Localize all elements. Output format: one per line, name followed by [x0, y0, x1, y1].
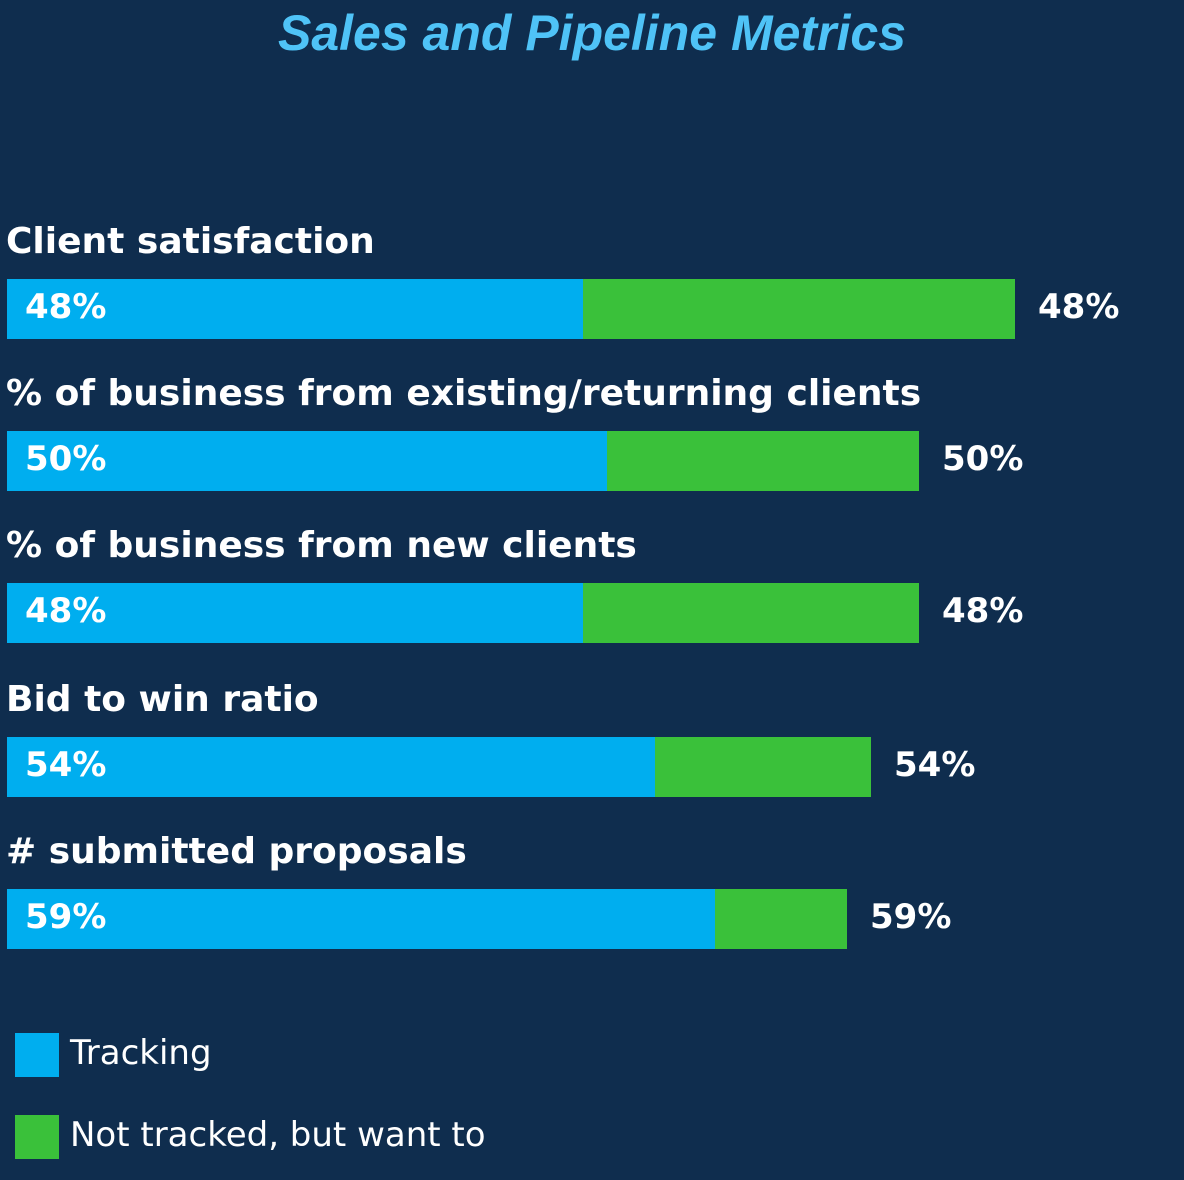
legend-label: Tracking — [70, 1033, 212, 1073]
data-label-tracking: 59% — [25, 897, 107, 937]
bar-not-tracked — [715, 889, 847, 949]
data-label-tracking: 50% — [25, 439, 107, 479]
data-label-not-tracked: 50% — [942, 439, 1024, 479]
chart-title: Sales and Pipeline Metrics — [277, 5, 907, 61]
category-label: % of business from new clients — [6, 525, 637, 566]
legend-swatch-tracking — [15, 1033, 59, 1077]
bar-not-tracked — [655, 737, 871, 797]
bar-tracking — [7, 737, 655, 797]
data-label-not-tracked: 54% — [894, 745, 976, 785]
category-label: % of business from existing/returning cl… — [6, 373, 922, 414]
bar-tracking — [7, 889, 715, 949]
data-label-not-tracked: 59% — [870, 897, 952, 937]
bar-tracking — [7, 279, 583, 339]
bar-not-tracked — [607, 431, 919, 491]
data-label-tracking: 54% — [25, 745, 107, 785]
bar-tracking — [7, 431, 607, 491]
data-label-not-tracked: 48% — [942, 591, 1024, 631]
category-label: Client satisfaction — [6, 221, 375, 262]
data-label-tracking: 48% — [25, 591, 107, 631]
category-label: # submitted proposals — [6, 831, 467, 872]
bar-tracking — [7, 583, 583, 643]
data-label-tracking: 48% — [25, 287, 107, 327]
bar-not-tracked — [583, 279, 1015, 339]
bar-not-tracked — [583, 583, 919, 643]
legend-swatch-not-tracked — [15, 1115, 59, 1159]
data-label-not-tracked: 48% — [1038, 287, 1120, 327]
legend-label: Not tracked, but want to — [70, 1115, 486, 1155]
category-label: Bid to win ratio — [6, 679, 319, 720]
